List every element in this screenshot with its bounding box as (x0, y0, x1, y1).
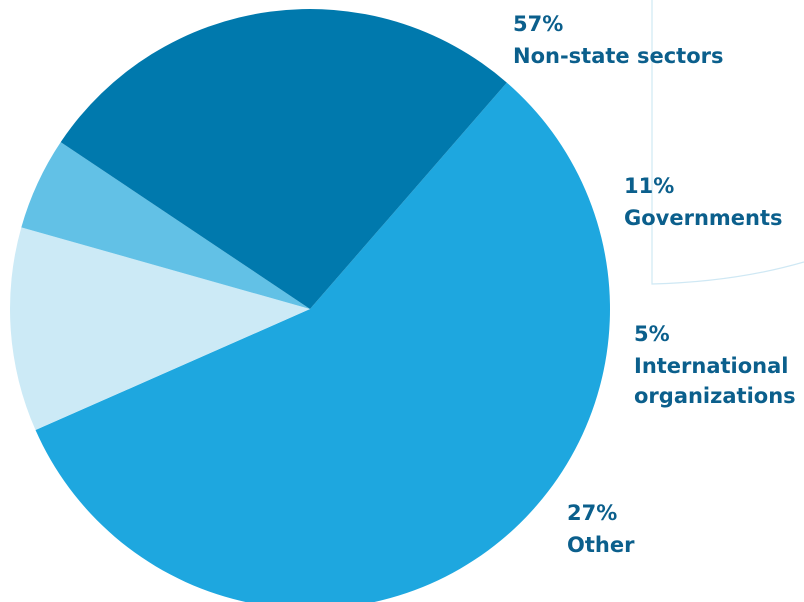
pie-labels: 57% Non-state sectors 11% Governments 5% Inte… (513, 12, 796, 557)
pie-slices (9, 8, 610, 602)
slice-name-label: organizations (634, 384, 796, 408)
slice-name-label: Other (567, 533, 635, 557)
slice-percent-label: 27% (567, 501, 617, 525)
decorative-arc (651, 0, 804, 285)
slice-percent-label: 11% (624, 174, 674, 198)
pie-slice-governments (9, 227, 310, 431)
pie-slice-international-organizations (21, 142, 311, 309)
slice-name-label: Non-state sectors (513, 44, 723, 68)
slice-name-label: Governments (624, 206, 783, 230)
slice-percent-label: 57% (513, 12, 563, 36)
pie-slice-non-state-sectors (35, 82, 610, 602)
slice-name-label: International (634, 354, 789, 378)
pie-slice-other (60, 8, 507, 309)
slice-percent-label: 5% (634, 322, 670, 346)
